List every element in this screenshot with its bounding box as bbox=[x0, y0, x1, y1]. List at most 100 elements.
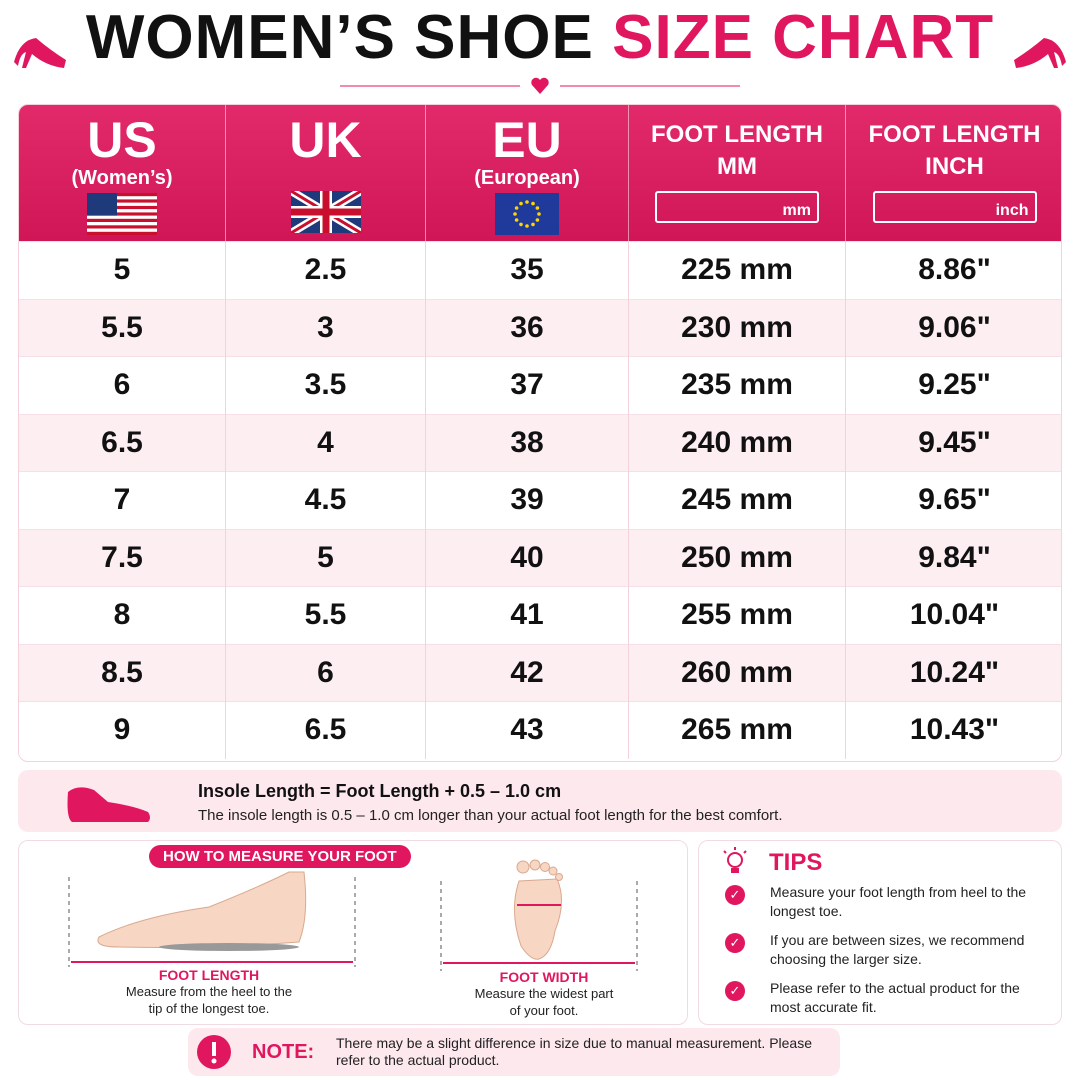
note-text: There may be a slight difference in size… bbox=[336, 1035, 812, 1068]
title-divider bbox=[340, 77, 740, 94]
table-cell: 9.06" bbox=[918, 310, 991, 344]
size-table: US (Women’s) UK EU (European) FOOT LENGT… bbox=[18, 104, 1062, 762]
table-cell: 6 bbox=[226, 643, 426, 701]
check-icon: ✓ bbox=[725, 885, 745, 905]
table-cell: 43 bbox=[426, 701, 629, 759]
uk-flag bbox=[288, 187, 363, 237]
table-cell: 39 bbox=[426, 471, 629, 529]
table-cell: 225 mm bbox=[629, 241, 846, 299]
measure-box: HOW TO MEASURE YOUR FOOT FOOT LENGTH Mea… bbox=[18, 840, 688, 1025]
table-cell: 3 bbox=[226, 298, 426, 356]
table-cell: 10.43" bbox=[909, 713, 1000, 746]
column-header: UK bbox=[226, 105, 426, 241]
table-cell: 9.45" bbox=[918, 425, 991, 459]
table-row bbox=[19, 241, 1061, 299]
ruler: mm bbox=[655, 191, 819, 223]
alert-icon bbox=[197, 1035, 231, 1069]
foot-length-label: FOOT LENGTH bbox=[158, 967, 260, 983]
eu-star bbox=[535, 206, 540, 210]
table-cell: 42 bbox=[426, 643, 629, 701]
eu-star bbox=[514, 218, 519, 222]
table-cell: 38 bbox=[426, 413, 629, 471]
table-cell: 5 bbox=[226, 528, 426, 586]
measure-title: HOW TO MEASURE YOUR FOOT bbox=[149, 845, 411, 868]
eu-star bbox=[535, 218, 540, 222]
foot-width-label: FOOT WIDTH bbox=[499, 969, 589, 985]
table-cell: 4.5 bbox=[226, 471, 426, 529]
tip-text: If you are between sizes, we recommend c… bbox=[770, 932, 1025, 967]
eu-star bbox=[525, 200, 529, 204]
tip-text: Measure your foot length from heel to th… bbox=[770, 884, 1027, 919]
eu-star bbox=[514, 206, 519, 210]
table-cell: 9.84" bbox=[918, 540, 991, 574]
foot-width-description: Measure the widest part of your foot. bbox=[474, 986, 614, 1018]
table-cell: 5.5 bbox=[19, 298, 226, 356]
table-cell: 235 mm bbox=[629, 356, 846, 414]
table-cell: 41 bbox=[426, 586, 629, 644]
table-cell: 6 bbox=[19, 356, 226, 414]
table-row bbox=[19, 528, 1061, 586]
column-title: UK bbox=[289, 112, 362, 168]
us-flag bbox=[87, 193, 157, 235]
table-cell: 230 mm bbox=[629, 298, 846, 356]
table-cell: 10.24" bbox=[909, 655, 1000, 689]
table-cell: 9.25" bbox=[918, 368, 991, 401]
shoe-icon bbox=[67, 787, 150, 822]
ruler-unit: inch bbox=[995, 202, 1029, 219]
table-cell: 255 mm bbox=[629, 586, 846, 644]
table-cell: 8 bbox=[19, 586, 226, 644]
table-cell: 36 bbox=[426, 298, 629, 356]
table-cell: 7.5 bbox=[19, 528, 226, 586]
column-title: FOOT LENGTH bbox=[868, 121, 1041, 148]
insole-box: Insole Length = Foot Length + 0.5 – 1.0 … bbox=[18, 770, 1062, 832]
table-cell: 245 mm bbox=[629, 471, 846, 529]
column-title: FOOT LENGTH bbox=[651, 121, 823, 148]
column-subtitle: INCH bbox=[925, 153, 984, 180]
column-title: US bbox=[87, 112, 157, 168]
insole-description: The insole length is 0.5 – 1.0 cm longer… bbox=[198, 807, 783, 824]
foot-top bbox=[440, 859, 638, 971]
table-cell: 240 mm bbox=[629, 413, 846, 471]
check-icon: ✓ bbox=[725, 933, 745, 953]
table-cell: 10.04" bbox=[909, 598, 1000, 631]
title-pink: SIZE CHART bbox=[612, 3, 995, 72]
table-cell: 40 bbox=[426, 528, 629, 586]
ruler-unit: mm bbox=[782, 202, 811, 219]
table-cell: 4 bbox=[226, 413, 426, 471]
table-cell: 5 bbox=[19, 241, 226, 299]
table-cell: 260 mm bbox=[629, 643, 846, 701]
table-cell: 8.5 bbox=[19, 643, 226, 701]
table-row bbox=[19, 643, 1061, 701]
eu-star bbox=[519, 201, 523, 206]
eu-star bbox=[531, 222, 535, 227]
column-subtitle: (Women’s) bbox=[71, 167, 173, 189]
heel-icon bbox=[1014, 38, 1066, 68]
table-cell: 35 bbox=[426, 241, 629, 299]
heel-icon bbox=[14, 38, 66, 68]
eu-flag bbox=[495, 193, 559, 235]
table-cell: 5.5 bbox=[226, 586, 426, 644]
title: WOMEN’S SHOE SIZE CHART bbox=[0, 2, 1080, 73]
table-row bbox=[19, 701, 1061, 759]
table-row bbox=[19, 471, 1061, 529]
eu-star bbox=[519, 222, 523, 227]
tip-text: Please refer to the actual product for t… bbox=[770, 980, 1020, 1015]
table-cell: 265 mm bbox=[629, 701, 846, 759]
column-header: US (Women’s) bbox=[19, 105, 226, 241]
table-cell: 37 bbox=[426, 356, 629, 414]
table-row bbox=[19, 298, 1061, 356]
note-box: NOTE: There may be a slight difference i… bbox=[188, 1028, 840, 1076]
column-subtitle: (European) bbox=[474, 167, 580, 189]
check-icon: ✓ bbox=[725, 981, 745, 1001]
table-cell: 7 bbox=[19, 471, 226, 529]
foot-side bbox=[68, 871, 356, 967]
eu-star bbox=[525, 224, 529, 228]
eu-star bbox=[531, 201, 535, 206]
column-subtitle: MM bbox=[717, 153, 757, 180]
column-header: EU (European) bbox=[426, 105, 629, 241]
insole-formula: Insole Length = Foot Length + 0.5 – 1.0 … bbox=[198, 781, 562, 801]
column-header: FOOT LENGTH INCH inch bbox=[846, 105, 1061, 241]
table-cell: 250 mm bbox=[629, 528, 846, 586]
title-dark: WOMEN’S SHOE bbox=[85, 3, 594, 72]
